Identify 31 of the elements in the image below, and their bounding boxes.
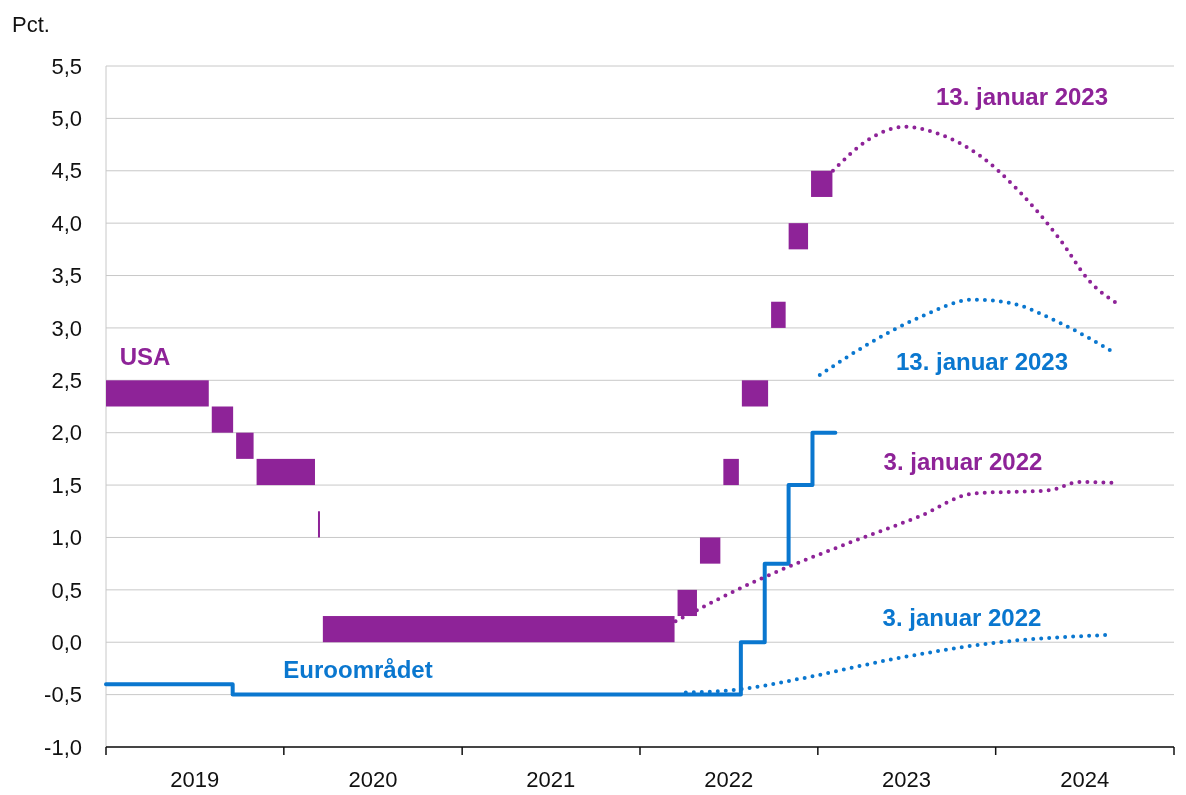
y-tick-label: 5,0 — [51, 106, 82, 132]
x-tick-label: 2019 — [170, 767, 220, 792]
y-tick-label: 3,5 — [51, 263, 82, 289]
bar — [211, 406, 234, 433]
series-label: 13. januar 2023 — [935, 83, 1109, 110]
series-label: 3. januar 2022 — [883, 448, 1043, 475]
x-tick-label: 2022 — [704, 767, 754, 792]
y-axis-title: Pct. — [12, 12, 50, 37]
x-tick-label: 2024 — [1060, 767, 1110, 792]
y-tick-label: 4,0 — [51, 210, 82, 236]
y-tick-label: 2,5 — [51, 368, 82, 394]
y-tick-label: 0,0 — [51, 629, 82, 655]
x-tick-label: 2021 — [526, 767, 576, 792]
x-tick-label: 2023 — [882, 767, 931, 792]
bar — [788, 223, 809, 250]
series-label: 3. januar 2022 — [882, 604, 1042, 631]
y-tick-label: 1,5 — [51, 472, 82, 498]
y-tick-label: 5,5 — [51, 53, 82, 79]
y-tick-label: -1,0 — [44, 734, 82, 760]
y-tick-label: 3,0 — [51, 315, 82, 341]
y-tick-label: 1,0 — [51, 525, 82, 551]
y-tick-label: 0,5 — [51, 577, 82, 603]
x-tick-label: 2020 — [348, 767, 398, 792]
y-tick-label: 4,5 — [51, 158, 82, 184]
y-tick-label: -0,5 — [44, 682, 82, 708]
series-label: USA — [119, 343, 171, 370]
y-tick-label: 2,0 — [51, 420, 82, 446]
bar — [677, 589, 697, 617]
series-label: Euroområdet — [283, 656, 433, 683]
series-label: 13. januar 2023 — [895, 348, 1069, 375]
bar — [699, 537, 721, 564]
